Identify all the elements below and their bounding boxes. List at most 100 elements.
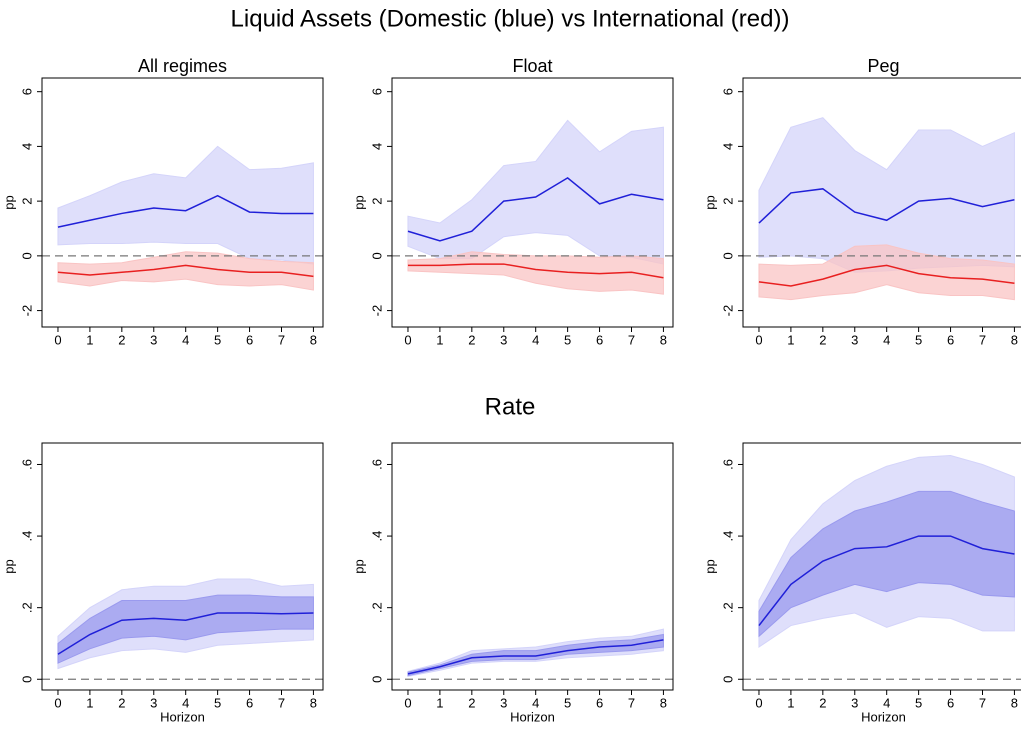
y-tick-label: 0 [19, 252, 34, 259]
y-tick-label: 0 [720, 676, 735, 683]
section-title: Rate [485, 393, 536, 420]
x-tick-label: 2 [468, 695, 475, 710]
y-tick-label: 6 [720, 88, 735, 95]
x-tick-label: 3 [851, 332, 858, 347]
series-line [407, 639, 664, 675]
series-line [407, 176, 664, 242]
x-tick-label: 7 [979, 695, 986, 710]
panel: -2 0 2 4 6 0 1 2 3 4 5 6 7 8 pp Float [351, 56, 674, 347]
x-tick-label: 0 [404, 332, 411, 347]
y-tick-label: 4 [19, 143, 34, 150]
x-axis-label: Horizon [861, 709, 906, 724]
confidence-band [57, 251, 314, 291]
x-tick-label: 1 [436, 332, 443, 347]
x-tick-label: 3 [150, 332, 157, 347]
series-line [407, 263, 664, 279]
series-line [758, 264, 1015, 287]
figure-title: Liquid Assets (Domestic (blue) vs Intern… [231, 5, 790, 32]
confidence-band [758, 490, 1015, 638]
y-tick-label: -2 [19, 305, 34, 317]
x-tick-label: 8 [660, 332, 667, 347]
x-tick-label: 4 [532, 332, 539, 347]
x-tick-label: 2 [118, 332, 125, 347]
series-line [758, 188, 1015, 224]
x-tick-label: 5 [214, 332, 221, 347]
y-tick-label: -2 [369, 305, 384, 317]
panel: -2 0 2 4 6 0 1 2 3 4 5 6 7 8 pp Peg [702, 56, 1021, 347]
x-tick-label: 6 [246, 332, 253, 347]
x-tick-label: 1 [787, 332, 794, 347]
y-tick-label: .2 [720, 602, 735, 613]
x-axis-label: Horizon [160, 709, 205, 724]
x-tick-label: 6 [947, 332, 954, 347]
x-tick-label: 5 [564, 332, 571, 347]
x-tick-label: 5 [564, 695, 571, 710]
panel: 0 .2 .4 .6 0 1 2 3 4 5 6 7 8 pp Horizon [1, 442, 324, 724]
plot-frame [391, 442, 674, 691]
x-tick-label: 0 [755, 332, 762, 347]
plot-frame [391, 77, 674, 328]
plot-frame [742, 442, 1021, 691]
y-tick-label: 0 [369, 252, 384, 259]
confidence-band [758, 244, 1015, 301]
y-tick-label: 4 [369, 143, 384, 150]
y-tick-label: 0 [369, 676, 384, 683]
y-tick-label: .6 [720, 459, 735, 470]
x-tick-label: 2 [468, 332, 475, 347]
x-tick-label: 4 [883, 695, 890, 710]
y-axis-label: pp [1, 559, 16, 573]
x-tick-label: 4 [532, 695, 539, 710]
y-tick-label: .6 [369, 459, 384, 470]
x-tick-label: 7 [278, 695, 285, 710]
y-tick-label: 6 [369, 88, 384, 95]
x-tick-label: 6 [596, 332, 603, 347]
series-line [758, 535, 1015, 627]
x-tick-label: 5 [915, 332, 922, 347]
x-tick-label: 1 [787, 695, 794, 710]
x-tick-label: 2 [819, 332, 826, 347]
x-tick-label: 5 [915, 695, 922, 710]
y-tick-label: 2 [369, 198, 384, 205]
x-tick-label: 7 [628, 695, 635, 710]
x-tick-label: 7 [278, 332, 285, 347]
panel: -2 0 2 4 6 0 1 2 3 4 5 6 7 8 pp All regimes [1, 56, 324, 347]
x-tick-label: 8 [1011, 332, 1018, 347]
panel-title: All regimes [138, 56, 227, 76]
x-tick-label: 3 [500, 332, 507, 347]
y-axis-label: pp [702, 195, 717, 209]
series-line [57, 612, 314, 655]
x-tick-label: 8 [310, 332, 317, 347]
x-tick-label: 2 [819, 695, 826, 710]
panel-title: Peg [867, 56, 899, 76]
y-tick-label: 0 [720, 252, 735, 259]
x-tick-label: 8 [1011, 695, 1018, 710]
x-tick-label: 0 [54, 332, 61, 347]
confidence-band [407, 633, 664, 677]
y-tick-label: .6 [19, 459, 34, 470]
x-tick-label: 8 [310, 695, 317, 710]
x-tick-label: 4 [883, 332, 890, 347]
panel: 0 .2 .4 .6 0 1 2 3 4 5 6 7 8 pp Horizon [702, 442, 1021, 724]
y-tick-label: 4 [720, 143, 735, 150]
x-tick-label: 3 [851, 695, 858, 710]
y-axis-label: pp [351, 559, 366, 573]
x-tick-label: 1 [436, 695, 443, 710]
panel-title: Float [512, 56, 552, 76]
y-axis-label: pp [351, 195, 366, 209]
x-tick-label: 6 [947, 695, 954, 710]
y-tick-label: 6 [19, 88, 34, 95]
x-tick-label: 7 [979, 332, 986, 347]
y-tick-label: .4 [720, 531, 735, 542]
plot-frame [742, 77, 1021, 328]
y-axis-label: pp [702, 559, 717, 573]
x-tick-label: 0 [54, 695, 61, 710]
y-tick-label: .4 [19, 531, 34, 542]
plot-frame [41, 442, 324, 691]
confidence-band [407, 251, 664, 295]
series-line [57, 264, 314, 278]
y-tick-label: 2 [19, 198, 34, 205]
y-tick-label: 2 [720, 198, 735, 205]
x-tick-label: 4 [182, 695, 189, 710]
x-tick-label: 0 [755, 695, 762, 710]
